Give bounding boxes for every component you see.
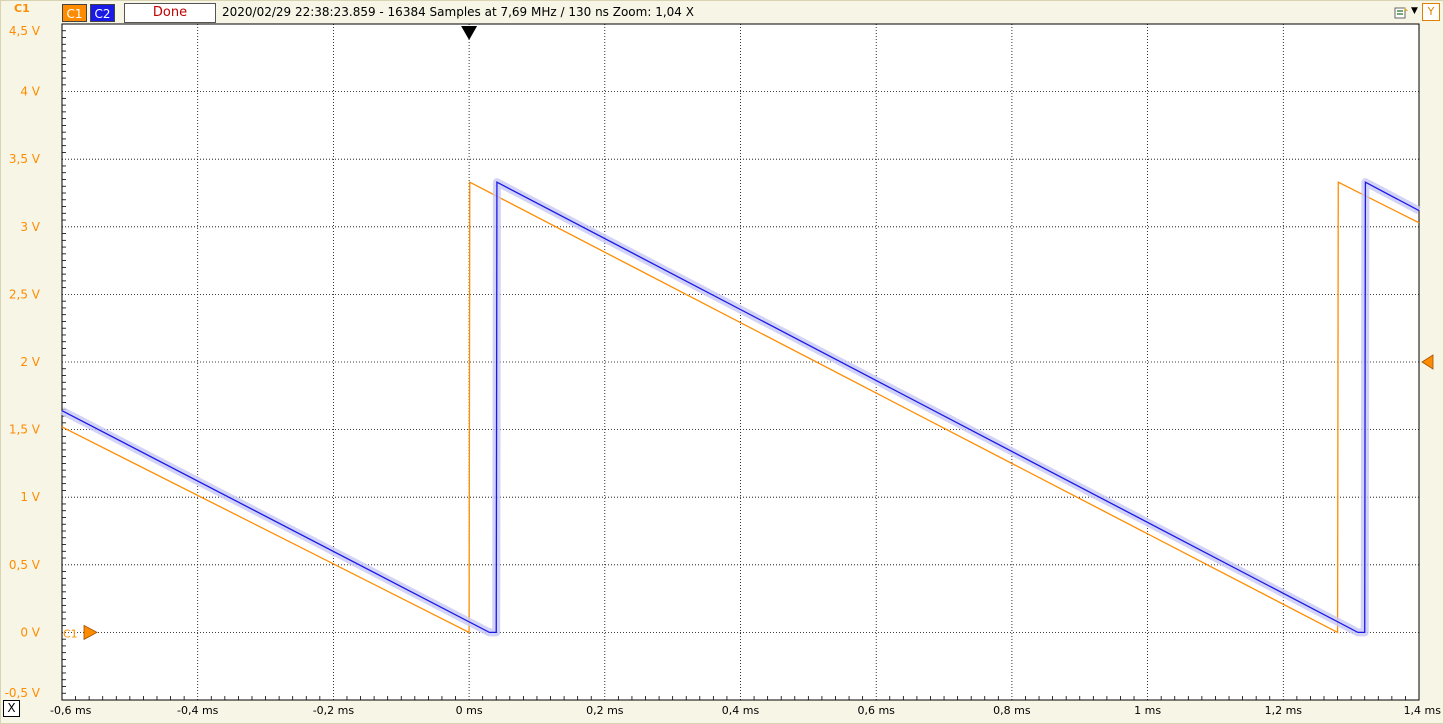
plot-markers: C1	[63, 26, 1434, 641]
y-tick-label: 3,5 V	[9, 152, 41, 166]
toolbar: C1 C1 C2 Done 2020/02/29 22:38:23.859 - …	[0, 0, 1444, 24]
c1-ground-marker-label: C1	[63, 627, 78, 640]
x-tick-label: 1 ms	[1134, 704, 1161, 717]
x-tick-label: -0,2 ms	[313, 704, 355, 717]
y-tick-label: -0,5 V	[5, 686, 41, 700]
y-axis-button[interactable]: Y	[1422, 3, 1440, 21]
c1-channel-button[interactable]: C1	[62, 4, 87, 22]
y-tick-label: 1 V	[20, 490, 40, 504]
x-tick-label: 0,8 ms	[993, 704, 1031, 717]
x-tick-label: 0,6 ms	[857, 704, 895, 717]
trigger-marker-icon	[461, 26, 478, 40]
x-tick-label: 1,2 ms	[1265, 704, 1303, 717]
y-tick-label: 4,5 V	[9, 24, 41, 38]
series-c1-line	[61, 181, 1420, 634]
x-tick-label: 0,2 ms	[586, 704, 624, 717]
capture-info-text: 2020/02/29 22:38:23.859 - 16384 Samples …	[222, 5, 694, 19]
y-tick-label: 3 V	[20, 220, 40, 234]
x-tick-label: -0,4 ms	[177, 704, 219, 717]
plot-border	[61, 23, 1420, 701]
c2-channel-button[interactable]: C2	[90, 4, 115, 22]
level-marker-icon	[1421, 354, 1434, 370]
waveform-series	[60, 178, 1421, 637]
acquisition-status-button[interactable]: Done	[124, 3, 216, 23]
c1-axis-label: C1	[14, 2, 30, 15]
y-tick-label: 0 V	[20, 625, 40, 639]
y-tick-label: 2 V	[20, 355, 40, 369]
series-c2-line	[61, 181, 1420, 634]
y-tick-labels: -0,5 V 0 V 0,5 V 1 V 1,5 V 2 V 2,5 V 3 V 3,5 V 4 …	[5, 24, 41, 700]
x-tick-label: 0,4 ms	[722, 704, 760, 717]
c1-ground-marker-icon	[83, 624, 98, 641]
y-tick-label: 1,5 V	[9, 423, 41, 437]
y-tick-label: 2,5 V	[9, 287, 41, 301]
y-tick-label: 0,5 V	[9, 558, 41, 572]
x-tick-label: 1,4 ms	[1404, 704, 1442, 717]
y-tick-label: 4 V	[20, 85, 40, 99]
x-tick-label: -0,6 ms	[50, 704, 92, 717]
chevron-down-icon[interactable]: ▼	[1411, 6, 1418, 16]
x-tick-label: 0 ms	[456, 704, 483, 717]
grid-lines	[61, 23, 1420, 701]
close-button[interactable]: X	[3, 700, 20, 717]
x-tick-labels: -0,6 ms -0,4 ms -0,2 ms 0 ms 0,2 ms 0,4 ms 0,6…	[50, 704, 1441, 717]
tool-icon[interactable]	[1393, 5, 1411, 21]
